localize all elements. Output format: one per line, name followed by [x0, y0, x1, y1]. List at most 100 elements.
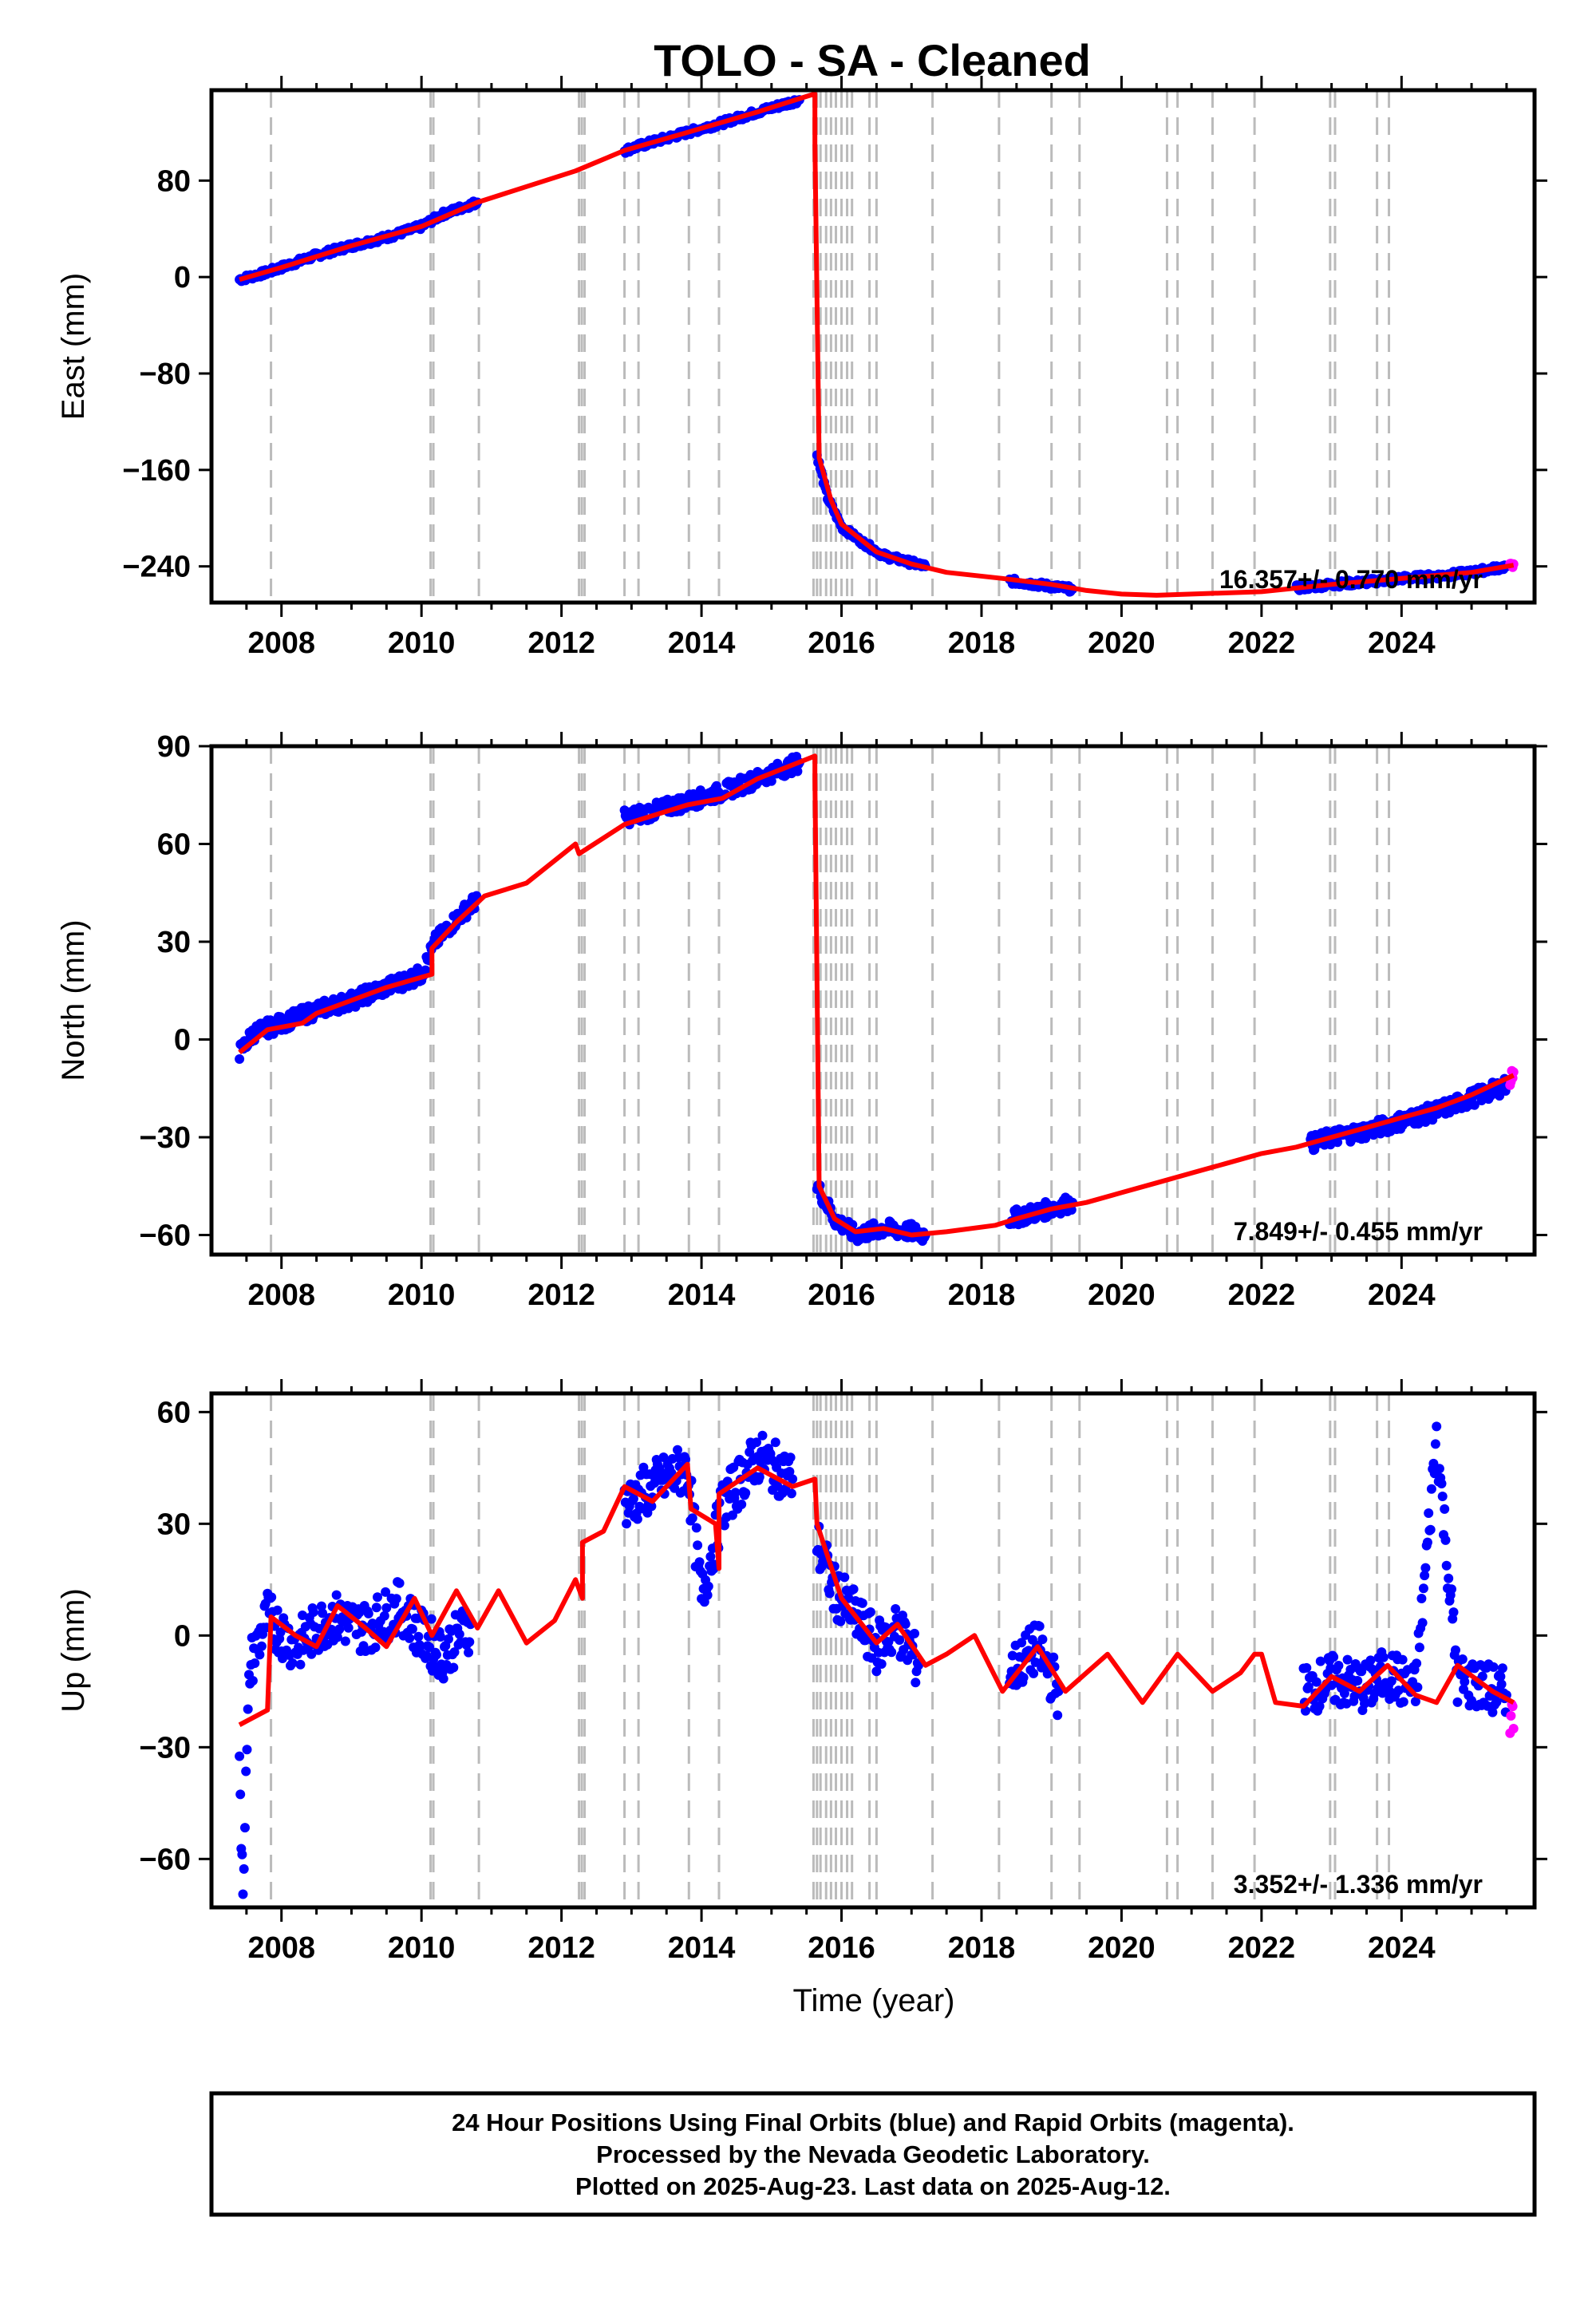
- data-point: [237, 1849, 247, 1860]
- data-point: [287, 1658, 298, 1668]
- data-point: [381, 1587, 391, 1597]
- y-tick-label: 80: [157, 164, 191, 198]
- data-point: [1491, 1697, 1502, 1707]
- data-point: [1018, 1673, 1029, 1682]
- x-tick-label: 2016: [808, 626, 875, 660]
- y-tick-label: 60: [157, 828, 191, 862]
- panels: 80 0 −80 −160 −240 2008 2010 2012 2014 2016 2018 20…: [56, 76, 1547, 1965]
- page-title: TOLO - SA - Cleaned: [654, 35, 1091, 85]
- data-point: [1430, 1439, 1440, 1449]
- data-point: [785, 1452, 796, 1463]
- data-point: [267, 1592, 277, 1603]
- x-tick-label: 2008: [247, 1279, 315, 1312]
- x-tick-label: 2016: [808, 1931, 875, 1965]
- data-point: [1360, 1698, 1369, 1709]
- data-point: [449, 1647, 460, 1658]
- data-point: [1469, 1100, 1479, 1110]
- data-point: [1448, 1607, 1459, 1618]
- data-point: [1436, 1479, 1447, 1488]
- data-point: [343, 1622, 354, 1633]
- data-point: [691, 1523, 701, 1533]
- data-point: [1037, 1634, 1048, 1645]
- data-point: [391, 1594, 401, 1604]
- x-tick-label: 2024: [1368, 1931, 1436, 1965]
- data-point: [235, 1751, 245, 1761]
- data-point: [1357, 1666, 1367, 1677]
- rate-label: 7.849+/- 0.455 mm/yr: [1234, 1217, 1483, 1246]
- x-tick-label: 2016: [808, 1279, 875, 1312]
- data-point: [784, 1467, 795, 1476]
- data-point: [687, 1513, 697, 1524]
- data-point: [1034, 1621, 1045, 1631]
- data-point: [766, 776, 776, 786]
- data-point: [871, 1666, 882, 1677]
- data-point: [1315, 1656, 1325, 1666]
- data-point: [295, 1659, 306, 1670]
- x-tick-label: 2020: [1088, 626, 1156, 660]
- event-lines: [270, 746, 1391, 1255]
- data-point: [1422, 1537, 1432, 1547]
- y-tick-label: 0: [174, 1619, 191, 1653]
- data-point: [243, 1704, 253, 1714]
- data-point: [407, 1624, 417, 1634]
- data-point: [836, 1616, 846, 1626]
- data-point: [772, 1481, 783, 1492]
- data-point: [1378, 1652, 1389, 1662]
- data-point: [741, 1488, 751, 1498]
- data-point: [754, 1472, 764, 1482]
- data-point: [1497, 1663, 1507, 1674]
- footer-line-1: 24 Hour Positions Using Final Orbits (bl…: [452, 2109, 1294, 2136]
- x-tick-label: 2012: [527, 1931, 595, 1965]
- event-lines: [270, 1393, 1391, 1907]
- data-point: [694, 1557, 705, 1567]
- data-point: [370, 1642, 381, 1653]
- data-point: [719, 1520, 729, 1531]
- data-point: [415, 1641, 425, 1651]
- data-point: [1049, 1652, 1059, 1662]
- x-tick-label: 2008: [247, 1931, 315, 1965]
- data-point: [432, 1650, 441, 1660]
- data-point: [379, 1611, 389, 1621]
- footer-box: [209, 2091, 1537, 2217]
- model-line: [238, 753, 1515, 1238]
- footer-line-2: Processed by the Nevada Geodetic Laborat…: [596, 2140, 1150, 2168]
- data-point: [1420, 1571, 1430, 1581]
- y-tick-label: −240: [122, 551, 191, 584]
- data-point: [914, 1660, 923, 1670]
- data-point: [436, 1632, 445, 1642]
- data-point: [340, 1636, 350, 1646]
- y-tick-label: 30: [157, 1508, 191, 1541]
- chart-panel-east: 80 0 −80 −160 −240 2008 2010 2012 2014 2016 2018 20…: [56, 76, 1547, 660]
- data-point: [1342, 1654, 1353, 1665]
- event-lines: [270, 90, 1391, 603]
- data-point: [306, 1649, 317, 1659]
- data-point: [413, 1631, 424, 1642]
- data-point: [1314, 1701, 1325, 1711]
- data-point: [1329, 1652, 1339, 1662]
- data-point: [464, 1637, 475, 1647]
- data-point: [876, 1659, 887, 1669]
- x-tick-label: 2014: [668, 626, 736, 660]
- data-point: [1506, 1711, 1516, 1721]
- data-point: [1424, 1508, 1434, 1518]
- data-point: [1432, 1421, 1442, 1432]
- data-point: [247, 1676, 258, 1686]
- data-point: [444, 1634, 453, 1644]
- data-point: [308, 1607, 318, 1617]
- data-point: [786, 1488, 796, 1499]
- plot-frame: [209, 744, 1537, 1257]
- data-point: [705, 1551, 716, 1562]
- data-point: [1496, 1679, 1507, 1690]
- data-point: [331, 1590, 342, 1600]
- data-point: [1412, 1682, 1423, 1693]
- data-point: [438, 1674, 448, 1684]
- data-point: [703, 1581, 713, 1591]
- x-tick-label: 2020: [1088, 1279, 1156, 1312]
- data-point: [1434, 1464, 1444, 1474]
- data-point: [250, 1658, 260, 1668]
- data-point: [1302, 1662, 1312, 1673]
- data-point: [1418, 1583, 1428, 1594]
- y-axis-label: Up (mm): [56, 1588, 91, 1713]
- x-tick-label: 2018: [948, 626, 1016, 660]
- x-tick-label: 2012: [527, 626, 595, 660]
